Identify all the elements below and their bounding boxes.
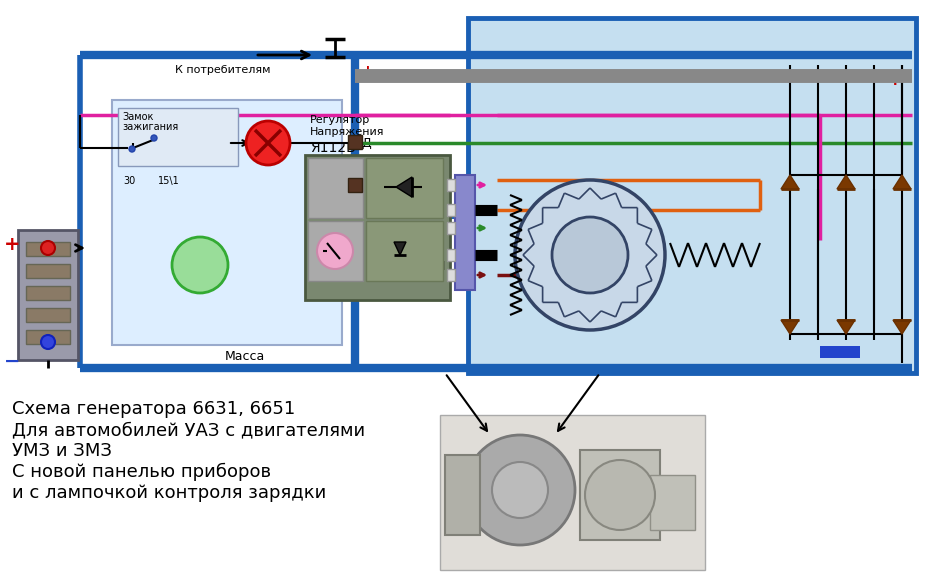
Bar bbox=[445, 455, 480, 535]
Bar bbox=[26, 242, 70, 256]
Text: В: В bbox=[432, 160, 440, 173]
Bar bbox=[26, 330, 70, 344]
Bar bbox=[650, 475, 695, 530]
Circle shape bbox=[41, 335, 55, 349]
Text: К потребителям: К потребителям bbox=[175, 65, 270, 75]
Bar bbox=[447, 249, 455, 261]
Text: Для автомобилей УАЗ с двигателями: Для автомобилей УАЗ с двигателями bbox=[12, 421, 365, 439]
Text: зажигания: зажигания bbox=[122, 122, 179, 132]
Circle shape bbox=[317, 233, 353, 269]
Bar bbox=[308, 158, 363, 218]
Text: Регулятор: Регулятор bbox=[310, 115, 370, 125]
Bar bbox=[440, 415, 705, 570]
Polygon shape bbox=[396, 177, 412, 197]
Text: Д: Д bbox=[361, 137, 371, 150]
Polygon shape bbox=[893, 175, 911, 189]
Text: Б: Б bbox=[310, 160, 318, 173]
Text: С новой панелью приборов: С новой панелью приборов bbox=[12, 463, 271, 481]
Circle shape bbox=[492, 462, 548, 518]
Circle shape bbox=[246, 121, 290, 165]
Text: Я112В: Я112В bbox=[310, 141, 356, 155]
Bar bbox=[468, 18, 916, 373]
Bar bbox=[447, 204, 455, 216]
Text: Напряжения: Напряжения bbox=[310, 127, 385, 137]
Bar bbox=[26, 264, 70, 278]
Circle shape bbox=[172, 237, 228, 293]
Text: +: + bbox=[4, 235, 20, 254]
Text: V: V bbox=[193, 256, 207, 274]
Bar bbox=[447, 222, 455, 234]
Circle shape bbox=[585, 460, 655, 530]
Bar bbox=[348, 135, 362, 149]
Bar bbox=[455, 175, 475, 290]
Text: 30: 30 bbox=[123, 176, 135, 186]
Circle shape bbox=[41, 241, 55, 255]
Polygon shape bbox=[394, 242, 406, 255]
Polygon shape bbox=[781, 320, 799, 334]
Text: Ш: Ш bbox=[432, 260, 445, 273]
Text: −: − bbox=[4, 352, 20, 371]
Polygon shape bbox=[893, 320, 911, 334]
Text: +: + bbox=[887, 70, 903, 89]
Polygon shape bbox=[837, 320, 855, 334]
Text: ОВ: ОВ bbox=[576, 254, 590, 264]
Bar bbox=[118, 108, 238, 166]
Text: −: − bbox=[825, 346, 836, 360]
Bar bbox=[26, 286, 70, 300]
Polygon shape bbox=[781, 175, 799, 189]
Bar bbox=[366, 158, 443, 218]
Text: УМЗ и ЗМЗ: УМЗ и ЗМЗ bbox=[12, 442, 112, 460]
Text: Масса: Масса bbox=[225, 350, 265, 363]
Bar bbox=[580, 450, 660, 540]
Circle shape bbox=[552, 217, 628, 293]
Bar bbox=[366, 221, 443, 281]
Bar bbox=[26, 308, 70, 322]
Bar bbox=[447, 179, 455, 191]
Circle shape bbox=[465, 435, 575, 545]
Text: 15\1: 15\1 bbox=[158, 176, 179, 186]
Text: +: + bbox=[360, 63, 374, 81]
Bar bbox=[447, 269, 455, 281]
Text: Замок: Замок bbox=[122, 112, 154, 122]
Polygon shape bbox=[837, 175, 855, 189]
Circle shape bbox=[129, 146, 135, 152]
Bar bbox=[348, 178, 362, 192]
Text: В: В bbox=[361, 179, 370, 192]
Bar bbox=[18, 230, 78, 360]
Bar bbox=[305, 155, 450, 300]
Circle shape bbox=[515, 180, 665, 330]
Bar bbox=[820, 346, 860, 358]
Text: и с лампочкой контроля зарядки: и с лампочкой контроля зарядки bbox=[12, 484, 327, 502]
Text: Схема генератора 6631, 6651: Схема генератора 6631, 6651 bbox=[12, 400, 295, 418]
Circle shape bbox=[151, 135, 157, 141]
Bar bbox=[308, 221, 363, 281]
Bar bbox=[112, 100, 342, 345]
